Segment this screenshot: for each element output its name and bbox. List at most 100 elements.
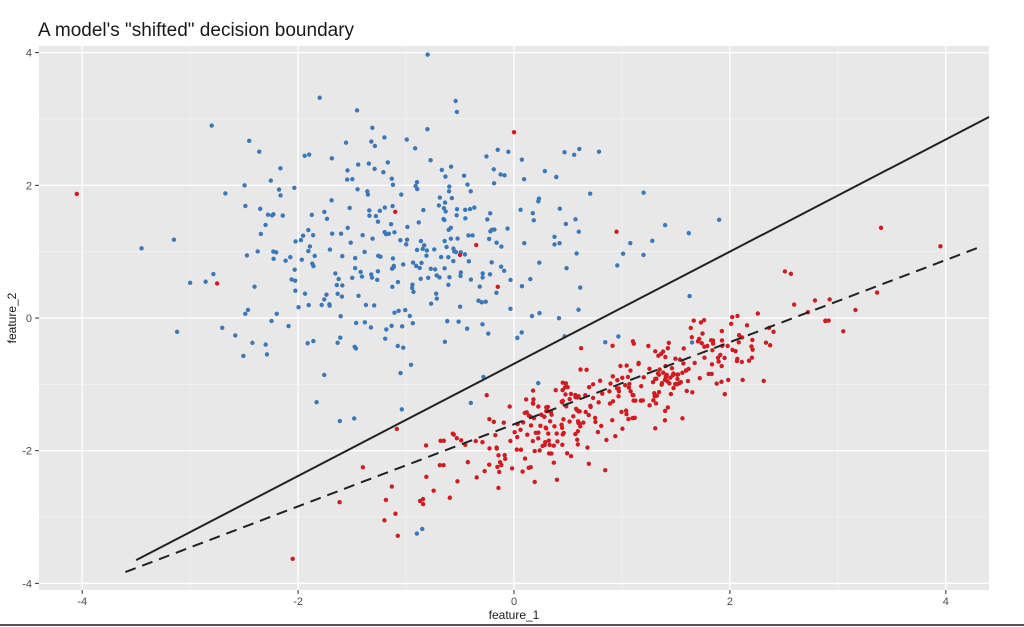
red-point — [719, 379, 724, 384]
blue-point — [280, 213, 285, 218]
blue-point — [366, 161, 372, 166]
blue-point — [433, 291, 439, 296]
blue-point — [203, 279, 208, 284]
blue-point — [662, 222, 668, 228]
blue-point — [388, 222, 394, 227]
blue-point — [340, 283, 345, 288]
red-point — [560, 432, 565, 437]
blue-point — [243, 203, 248, 209]
blue-point — [414, 179, 420, 185]
red-point — [454, 436, 460, 441]
red-point — [739, 359, 745, 365]
blue-point — [310, 261, 315, 266]
blue-point — [418, 238, 424, 244]
red-point — [494, 445, 499, 450]
red-point — [533, 430, 539, 436]
red-point — [746, 358, 752, 363]
red-point — [689, 335, 695, 340]
red-point — [744, 323, 750, 328]
red-point — [578, 424, 583, 429]
red-point — [647, 366, 652, 371]
blue-point — [414, 247, 420, 253]
blue-point — [257, 206, 263, 212]
blue-point — [576, 307, 581, 312]
blue-point — [329, 156, 335, 161]
blue-point — [603, 339, 608, 345]
blue-point — [421, 207, 426, 213]
blue-point — [461, 173, 467, 178]
red-point — [735, 313, 740, 319]
red-point — [530, 388, 536, 393]
blue-point — [375, 277, 380, 283]
blue-point — [444, 244, 449, 250]
y-tick-label: 0 — [26, 313, 32, 325]
blue-point — [327, 247, 333, 252]
red-point — [719, 338, 725, 343]
blue-point — [311, 338, 316, 344]
blue-point — [338, 313, 343, 319]
blue-point — [306, 227, 311, 233]
blue-point — [443, 174, 448, 179]
red-point — [537, 448, 542, 453]
red-point — [673, 356, 678, 361]
axis-ticks: -4 -2 0 2 4 -4 -2 0 2 4 — [22, 48, 949, 608]
blue-point — [411, 289, 416, 295]
red-point — [674, 381, 679, 387]
blue-point — [293, 288, 298, 293]
red-point — [507, 404, 512, 409]
blue-point — [334, 282, 340, 288]
red-point — [646, 343, 651, 349]
blue-point — [686, 230, 691, 236]
blue-point — [350, 176, 355, 182]
blue-point — [306, 302, 311, 308]
red-point — [735, 356, 740, 362]
blue-point — [485, 217, 490, 222]
red-point — [424, 474, 429, 480]
x-axis-label: feature_1 — [489, 608, 540, 622]
blue-point — [390, 256, 396, 261]
red-point — [562, 385, 568, 390]
blue-point — [484, 154, 489, 159]
blue-point — [587, 191, 593, 196]
blue-point — [300, 233, 306, 238]
blue-point — [487, 272, 493, 277]
blue-point — [338, 335, 343, 340]
chart-title: A model's "shifted" decision boundary — [38, 20, 355, 41]
red-point — [554, 431, 559, 436]
blue-point — [329, 198, 334, 203]
red-point — [584, 367, 589, 372]
x-tick-label: 0 — [511, 596, 517, 608]
red-point — [697, 375, 702, 381]
blue-point — [278, 193, 283, 198]
red-point — [568, 453, 574, 459]
blue-point — [489, 227, 495, 233]
red-point — [710, 338, 716, 343]
blue-point — [399, 407, 405, 412]
red-point — [588, 404, 593, 410]
blue-point — [502, 173, 507, 178]
red-point — [690, 390, 695, 395]
red-point — [586, 461, 592, 467]
red-point — [559, 399, 564, 404]
red-point — [625, 374, 631, 380]
blue-point — [442, 217, 447, 223]
red-point — [662, 408, 668, 414]
blue-point — [319, 302, 324, 308]
red-point — [512, 430, 517, 435]
red-point — [538, 423, 543, 428]
blue-point — [650, 238, 655, 244]
blue-point — [412, 146, 418, 151]
blue-point — [425, 52, 430, 57]
blue-point — [505, 226, 510, 231]
blue-point — [367, 213, 372, 218]
red-point — [546, 451, 552, 456]
red-point — [691, 318, 696, 323]
red-point — [680, 370, 685, 376]
x-tick-label: 2 — [727, 596, 733, 608]
red-point — [697, 336, 702, 342]
red-point — [546, 431, 551, 436]
blue-point — [371, 303, 377, 308]
red-point — [431, 488, 436, 493]
red-point — [620, 426, 625, 431]
blue-point — [456, 319, 461, 324]
